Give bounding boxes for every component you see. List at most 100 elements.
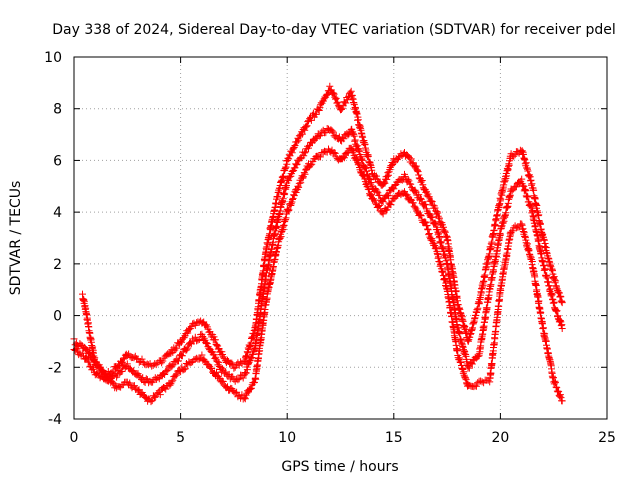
data-point: [440, 223, 447, 231]
data-point: [307, 116, 315, 124]
tick-labels: 0 5 10 15 20 25 -4 -2 0 2 4 6 8 10: [44, 50, 616, 446]
data-point: [390, 185, 398, 193]
data-point: [383, 172, 391, 180]
data-point: [474, 379, 482, 387]
y-tick-label: 4: [53, 205, 62, 221]
data-point: [381, 179, 389, 187]
data-point: [342, 99, 350, 107]
data-point: [291, 142, 299, 149]
data-point: [159, 357, 167, 365]
data-point: [219, 378, 227, 385]
data-point: [247, 384, 255, 392]
data-point: [293, 138, 301, 146]
data-point: [162, 385, 170, 393]
data-point: [340, 154, 348, 162]
data-point: [409, 159, 417, 167]
data-point: [387, 201, 395, 209]
data-point: [558, 325, 566, 332]
data-point: [184, 329, 192, 337]
data-point: [198, 351, 206, 359]
data-point: [428, 213, 436, 221]
data-point: [350, 147, 357, 155]
data-point: [331, 93, 339, 101]
series-track-b: [70, 125, 566, 387]
data-point: [409, 199, 417, 207]
data-point: [184, 344, 192, 352]
data-point: [415, 191, 423, 199]
data-point: [401, 190, 409, 198]
data-point: [212, 340, 220, 348]
data-point: [178, 352, 186, 360]
data-point: [199, 333, 207, 340]
series-track-c: [79, 144, 566, 406]
data-point: [432, 220, 440, 228]
y-tick-label: 10: [44, 50, 62, 66]
data-point: [337, 106, 345, 113]
data-point: [98, 366, 106, 374]
data-point: [213, 358, 221, 366]
data-point: [152, 393, 160, 401]
data-point: [118, 368, 126, 375]
data-point: [407, 180, 415, 188]
data-point: [241, 395, 249, 403]
data-point: [395, 154, 402, 162]
data-point: [293, 160, 301, 168]
data-point: [301, 149, 309, 157]
data-point: [408, 183, 416, 191]
x-tick-label: 10: [278, 430, 296, 446]
data-point: [362, 164, 370, 172]
data-point: [169, 376, 177, 384]
data-point: [83, 355, 91, 363]
data-point: [292, 189, 300, 196]
data-point: [403, 191, 411, 199]
data-point: [234, 376, 242, 384]
data-point: [431, 219, 439, 227]
data-point: [135, 372, 143, 380]
data-point: [168, 362, 176, 370]
data-point: [379, 210, 387, 218]
data-point: [123, 360, 131, 368]
data-point: [367, 179, 375, 186]
data-point: [535, 297, 543, 305]
data-point: [422, 201, 430, 209]
data-point: [134, 387, 142, 395]
data-point: [464, 362, 472, 370]
data-point: [508, 187, 516, 195]
data-point: [307, 161, 315, 169]
data-point: [552, 379, 559, 387]
data-point: [152, 361, 160, 369]
data-point: [328, 127, 336, 135]
data-point: [151, 393, 158, 401]
data-point: [527, 203, 535, 211]
data-point: [441, 228, 449, 236]
x-tick-label: 0: [70, 430, 79, 446]
data-point: [246, 385, 254, 393]
data-point: [372, 172, 380, 180]
data-point: [531, 217, 539, 224]
data-point: [322, 91, 330, 99]
data-point: [557, 394, 565, 402]
y-tick-label: 2: [53, 257, 62, 273]
data-point: [295, 179, 303, 187]
data-point: [526, 201, 534, 209]
data-point: [281, 190, 289, 198]
data-point: [186, 339, 194, 347]
y-tick-label: 0: [53, 309, 62, 325]
data-point: [303, 122, 311, 130]
data-point: [175, 357, 182, 365]
data-point: [289, 145, 297, 153]
data-point: [379, 198, 387, 206]
data-point: [426, 233, 434, 241]
data-point: [374, 203, 382, 210]
data-point: [173, 371, 181, 379]
data-point: [315, 132, 323, 140]
data-point: [355, 160, 363, 168]
data-point: [141, 394, 149, 401]
data-point: [398, 176, 406, 184]
y-tick-label: 8: [53, 102, 62, 118]
data-point: [208, 365, 216, 372]
data-point: [334, 98, 342, 106]
data-point: [173, 344, 181, 352]
data-point: [555, 387, 563, 395]
data-point: [312, 110, 320, 118]
